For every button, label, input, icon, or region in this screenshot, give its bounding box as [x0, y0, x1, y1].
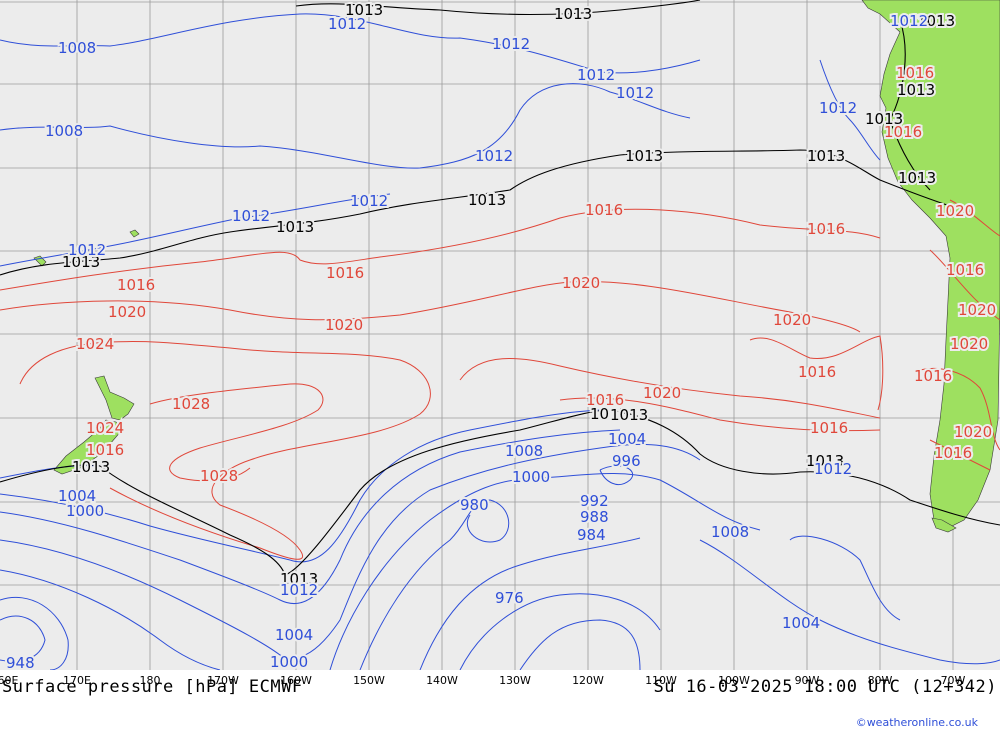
isobar-label: 1008 — [505, 442, 543, 460]
isobar-label: 1016 — [810, 419, 848, 437]
isobar-label: 1012 — [350, 192, 388, 210]
isobar-label: 1020 — [936, 202, 974, 220]
isobar-label: 1016 — [896, 64, 934, 82]
isobar-label: 996 — [612, 452, 641, 470]
isobar-label: 1012 — [890, 12, 928, 30]
isobar-label: 1016 — [326, 264, 364, 282]
lon-tick: 180 — [139, 674, 161, 687]
isobar-label: 1020 — [562, 274, 600, 292]
isobar-label: 1013 — [806, 452, 844, 470]
isobar-label: 1024 — [76, 335, 114, 353]
land-south-america — [861, 0, 1000, 529]
isobar-label: 1013 — [590, 405, 628, 423]
isobar-label: 1013 — [807, 147, 845, 165]
isobar-label: 1016 — [807, 220, 845, 238]
isobar-label: 1020 — [643, 384, 681, 402]
isobar-label: 1013 — [62, 253, 100, 271]
graticule — [0, 0, 1000, 670]
isobar-label: 1016 — [884, 123, 922, 141]
land-new-zealand — [53, 375, 135, 475]
isobar-label: 1000 — [512, 468, 550, 486]
isobar-label: 1012 — [819, 99, 857, 117]
isobar-label: 1013 — [276, 218, 314, 236]
isobars-high — [0, 199, 1000, 560]
isobar-label: 980 — [460, 496, 489, 514]
islands — [33, 229, 957, 533]
isobar-label: 1016 — [946, 261, 984, 279]
isobar-label: 1013 — [72, 458, 110, 476]
isobar-label: 1016 — [586, 391, 624, 409]
isobar-label: 1008 — [58, 39, 96, 57]
footer-bar — [0, 670, 1000, 733]
lon-tick: 150W — [353, 674, 385, 687]
lon-tick: 140W — [426, 674, 458, 687]
lon-tick: 120W — [572, 674, 604, 687]
isobar-label: 1012 — [475, 147, 513, 165]
lon-tick: 60E — [0, 674, 19, 687]
isobar-labels: 1013 1013 1012 1008 1012 1012 1012 1013 … — [4, 0, 998, 670]
isobar-label: 1012 — [616, 84, 654, 102]
isobar-label: 1000 — [66, 502, 104, 520]
isobar-label: 1008 — [45, 122, 83, 140]
isobar-label: 1020 — [954, 423, 992, 441]
isobar-label: 1020 — [958, 301, 996, 319]
isobar-label: 948 — [6, 654, 35, 670]
isobar-label: 1012 — [814, 460, 852, 478]
isobar-label: 1020 — [325, 316, 363, 334]
isobar-label: 1016 — [585, 201, 623, 219]
isobar-label: 1013 — [898, 169, 936, 187]
isobar-label: 1004 — [275, 626, 313, 644]
isobar-label: 1004 — [58, 487, 96, 505]
isobar-label: 1020 — [773, 311, 811, 329]
lon-tick: 80W — [867, 674, 893, 687]
isobar-label: 1012 — [280, 581, 318, 599]
lon-tick: 100W — [718, 674, 750, 687]
lon-tick: 130W — [499, 674, 531, 687]
isobar-label: 1028 — [172, 395, 210, 413]
isobar-label: 1012 — [328, 15, 366, 33]
pressure-map: 1013 1013 1012 1008 1012 1012 1012 1013 … — [0, 0, 1000, 670]
isobar-label: 1028 — [200, 467, 238, 485]
isobar-label: 1008 — [711, 523, 749, 541]
isobar-label: 1013 — [554, 5, 592, 23]
isobar-label: 1013 — [917, 12, 955, 30]
isobar-label: 1020 — [950, 335, 988, 353]
isobar-label: 992 — [580, 492, 609, 510]
isobar-label: 1013 — [468, 191, 506, 209]
lon-tick: 70W — [940, 674, 966, 687]
isobars-low — [0, 13, 1000, 670]
isobar-label: 976 — [495, 589, 524, 607]
isobar-label: 984 — [577, 526, 606, 544]
isobar-label: 1020 — [108, 303, 146, 321]
isobar-label: 1013 — [280, 570, 318, 588]
lon-tick: 90W — [794, 674, 820, 687]
isobar-label: 1016 — [117, 276, 155, 294]
map-title: Surface pressure [hPa] ECMWF — [2, 677, 303, 697]
isobar-label: 1013 — [897, 81, 935, 99]
lon-tick: 160W — [280, 674, 312, 687]
isobar-label: 1016 — [86, 441, 124, 459]
isobar-label: 1016 — [934, 444, 972, 462]
isobar-label: 1016 — [798, 363, 836, 381]
map-datetime: Su 16-03-2025 18:00 UTC (12+342) — [653, 677, 997, 697]
isobar-label: 1004 — [608, 430, 646, 448]
isobar-label: 1013 — [625, 147, 663, 165]
isobar-label: 1004 — [782, 614, 820, 632]
isobar-label: 1024 — [86, 419, 124, 437]
isobar-label: 1012 — [492, 35, 530, 53]
lon-tick: 170E — [63, 674, 91, 687]
isobar-label: 1013 — [610, 406, 648, 424]
isobar-label: 1013 — [865, 110, 903, 128]
isobars-standard — [0, 0, 1000, 576]
isobar-label: 1012 — [68, 241, 106, 259]
isobar-label: 1012 — [232, 207, 270, 225]
credit-link[interactable]: ©weatheronline.co.uk — [855, 716, 978, 729]
isobar-label: 1012 — [577, 66, 615, 84]
isobar-label: 1000 — [270, 653, 308, 670]
lon-tick: 170W — [207, 674, 239, 687]
lon-tick: 110W — [645, 674, 677, 687]
isobar-label: 1013 — [345, 1, 383, 19]
isobar-label: 988 — [580, 508, 609, 526]
isobar-label: 1016 — [914, 367, 952, 385]
